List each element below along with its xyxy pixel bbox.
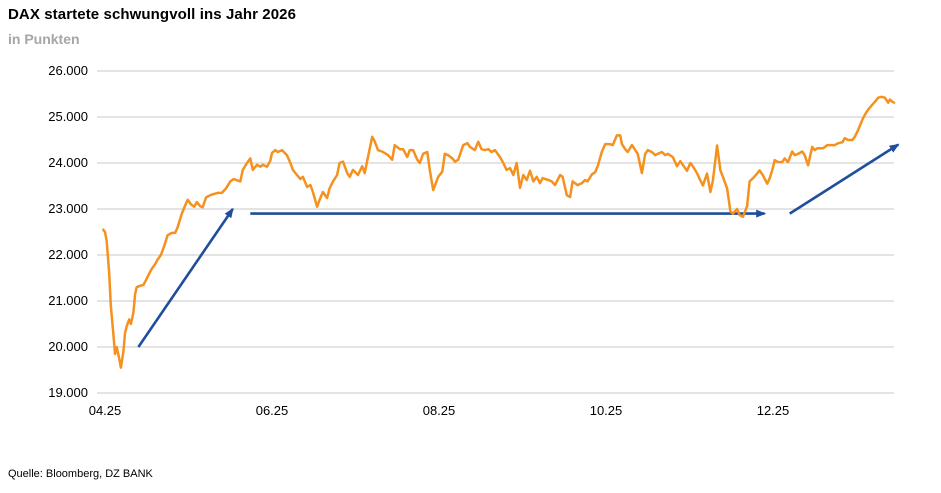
trend-arrow-spring-rally [137, 207, 234, 348]
y-axis-tick-label: 19.000 [48, 385, 88, 400]
y-axis-tick-label: 20.000 [48, 339, 88, 354]
x-axis-tick-label: 04.25 [88, 403, 122, 418]
y-axis-tick-label: 21.000 [48, 293, 88, 308]
chart-title: DAX startete schwungvoll ins Jahr 2026 [8, 6, 297, 23]
y-axis-tick-label: 23.000 [48, 201, 88, 216]
chart-subtitle: in Punkten [8, 31, 80, 47]
x-axis-tick-label: 06.25 [255, 403, 289, 418]
x-axis-tick-label: 08.25 [422, 403, 456, 418]
x-axis-tick-label: 10.25 [589, 403, 623, 418]
trend-arrows [137, 143, 900, 348]
y-axis-tick-label: 25.000 [48, 109, 88, 124]
dax-series-line [102, 95, 896, 369]
y-axis-tick-label: 26.000 [48, 63, 88, 78]
gridlines [97, 70, 894, 394]
y-axis-tick-label: 24.000 [48, 155, 88, 170]
trend-arrow-yearend-rally [789, 143, 900, 215]
x-axis-tick-label: 12.25 [756, 403, 790, 418]
source-note: Quelle: Bloomberg, DZ BANK [8, 468, 153, 480]
y-axis-tick-label: 22.000 [48, 247, 88, 262]
